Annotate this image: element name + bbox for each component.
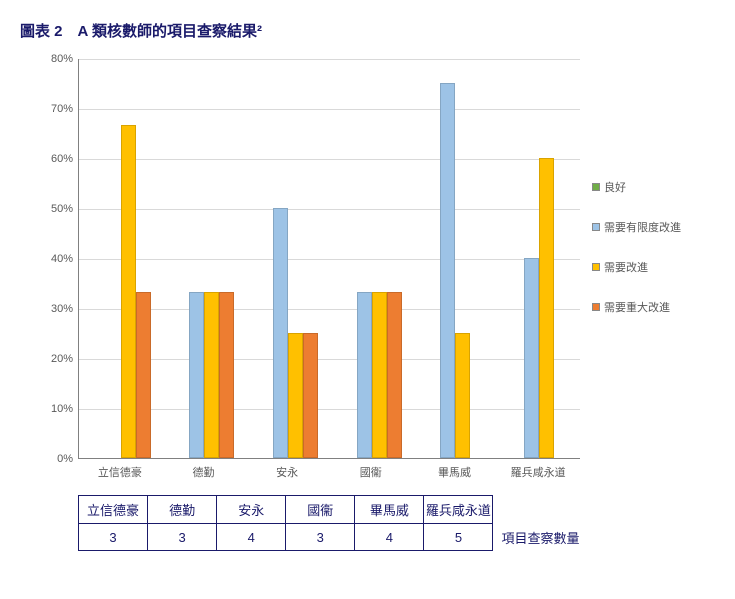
bar [357, 292, 372, 459]
table-blank-cell [493, 496, 580, 524]
legend-label: 需要重大改進 [604, 299, 670, 315]
bar [539, 158, 554, 458]
legend-label: 良好 [604, 179, 626, 195]
bar [219, 292, 234, 459]
y-tick-label: 80% [33, 53, 73, 65]
legend-swatch [592, 183, 600, 191]
y-tick-label: 70% [33, 103, 73, 115]
y-tick-label: 60% [33, 153, 73, 165]
x-tick-label: 德勤 [162, 464, 246, 480]
bar [288, 333, 303, 458]
y-tick-label: 30% [33, 303, 73, 315]
chart-main: 0%10%20%30%40%50%60%70%80% 立信德豪德勤安永國衞畢馬威… [20, 59, 580, 551]
table-value-cell: 3 [286, 524, 355, 551]
table-header-cell: 國衞 [286, 496, 355, 524]
legend-item: 需要重大改進 [592, 299, 681, 315]
x-tick-label: 立信德豪 [78, 464, 162, 480]
y-tick-label: 0% [33, 453, 73, 465]
plot-area: 0%10%20%30%40%50%60%70%80% [78, 59, 580, 459]
x-tick-label: 安永 [245, 464, 329, 480]
gridline [79, 109, 580, 110]
table-header-cell: 安永 [217, 496, 286, 524]
bar-group [497, 158, 581, 458]
gridline [79, 59, 580, 60]
table-value-cell: 4 [217, 524, 286, 551]
data-table: 立信德豪德勤安永國衞畢馬威羅兵咸永道 334345項目查察數量 [78, 495, 580, 551]
bar [273, 208, 288, 458]
bar [121, 125, 136, 459]
table-value-cell: 3 [79, 524, 148, 551]
table-header-cell: 畢馬威 [355, 496, 424, 524]
chart-title: 圖表 2 A 類核數師的項目查察結果² [20, 20, 715, 41]
bar-group [79, 125, 163, 459]
bar-group [163, 292, 247, 459]
x-tick-label: 羅兵咸永道 [496, 464, 580, 480]
y-tick-label: 10% [33, 403, 73, 415]
bar [303, 333, 318, 458]
table-value-cell: 3 [148, 524, 217, 551]
bar-group [414, 83, 498, 458]
bar [204, 292, 219, 459]
legend-item: 需要改進 [592, 259, 681, 275]
legend-label: 需要改進 [604, 259, 648, 275]
table-header-cell: 德勤 [148, 496, 217, 524]
x-axis-labels: 立信德豪德勤安永國衞畢馬威羅兵咸永道 [78, 459, 580, 485]
y-tick-label: 50% [33, 203, 73, 215]
table-value-cell: 4 [355, 524, 424, 551]
legend-label: 需要有限度改進 [604, 219, 681, 235]
bar-group [246, 208, 330, 458]
legend-swatch [592, 223, 600, 231]
bar [136, 292, 151, 459]
bar [189, 292, 204, 459]
chart-container: 0%10%20%30%40%50%60%70%80% 立信德豪德勤安永國衞畢馬威… [20, 59, 715, 551]
table-header-cell: 立信德豪 [79, 496, 148, 524]
bar [455, 333, 470, 458]
y-tick-label: 20% [33, 353, 73, 365]
bar [524, 258, 539, 458]
bar [440, 83, 455, 458]
x-tick-label: 國衞 [329, 464, 413, 480]
legend-swatch [592, 263, 600, 271]
bar [372, 292, 387, 459]
table-header-cell: 羅兵咸永道 [424, 496, 493, 524]
table-row-label: 項目查察數量 [493, 524, 580, 551]
legend-item: 需要有限度改進 [592, 219, 681, 235]
legend-item: 良好 [592, 179, 681, 195]
legend: 良好需要有限度改進需要改進需要重大改進 [592, 179, 681, 339]
y-tick-label: 40% [33, 253, 73, 265]
bar [387, 292, 402, 459]
table-value-cell: 5 [424, 524, 493, 551]
legend-swatch [592, 303, 600, 311]
bar-group [330, 292, 414, 459]
x-tick-label: 畢馬威 [413, 464, 497, 480]
